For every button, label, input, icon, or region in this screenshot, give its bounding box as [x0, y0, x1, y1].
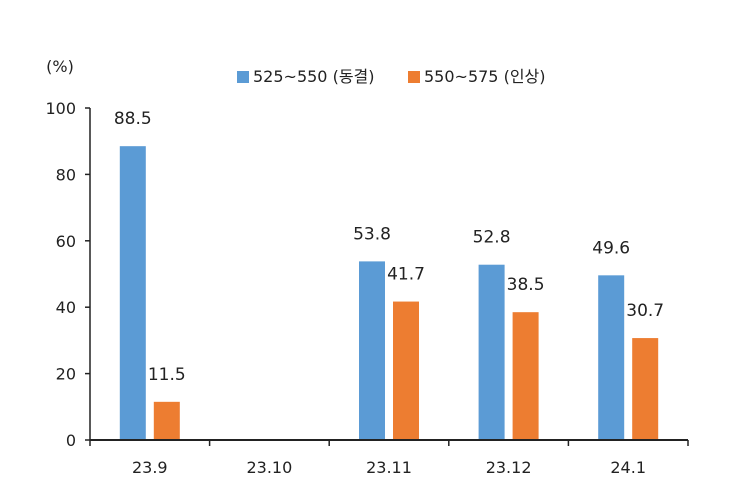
y-tick-label: 100 [45, 99, 76, 118]
legend-swatch-series-1 [237, 71, 249, 83]
data-label-series-1: 53.8 [353, 224, 391, 244]
bar-series-1 [359, 261, 385, 440]
legend-label-series-2: 550~575 (인상) [424, 67, 546, 86]
bar-series-1 [119, 146, 146, 440]
bar-series-2 [632, 338, 659, 440]
x-tick-label: 23.11 [366, 458, 412, 477]
y-tick-label: 60 [56, 232, 76, 251]
legend: 525~550 (동결) 550~575 (인상) [237, 67, 546, 86]
bar-series-2 [153, 401, 180, 440]
x-tick-label: 23.10 [246, 458, 292, 477]
data-label-series-2: 41.7 [387, 265, 425, 285]
data-label-series-2: 11.5 [148, 365, 186, 385]
y-unit-label: (%) [46, 57, 74, 76]
plot-area: 0 20 40 60 80 100 88.5 11.5 23.9 23.10 53.8 41.7 23.… [45, 99, 689, 477]
y-tick-label: 40 [56, 298, 76, 317]
x-tick-label: 24.1 [610, 458, 646, 477]
data-label-series-1: 52.8 [473, 228, 511, 248]
y-tick-label: 80 [56, 165, 76, 184]
x-tick-label: 23.9 [132, 458, 168, 477]
y-tick-label: 0 [66, 431, 76, 450]
data-label-series-2: 30.7 [626, 301, 664, 321]
bar-series-2 [512, 312, 539, 440]
legend-label-series-1: 525~550 (동결) [253, 67, 375, 86]
legend-swatch-series-2 [408, 71, 420, 83]
data-label-series-2: 38.5 [507, 275, 545, 295]
data-label-series-1: 49.6 [592, 238, 630, 258]
data-label-series-1: 88.5 [114, 109, 152, 129]
bar-series-1 [478, 264, 505, 440]
y-tick-label: 20 [56, 365, 76, 384]
bar-series-1 [598, 275, 625, 440]
bar-series-2 [393, 301, 419, 440]
x-tick-label: 23.12 [486, 458, 532, 477]
